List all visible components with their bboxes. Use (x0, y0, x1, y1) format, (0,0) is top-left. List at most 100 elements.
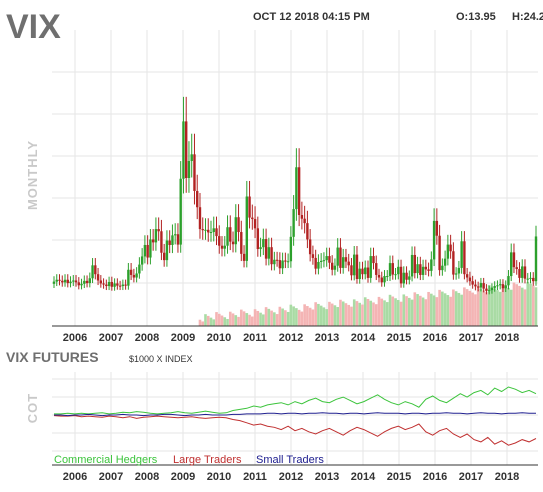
candle-body (121, 284, 125, 287)
candle-body (193, 154, 196, 191)
candle-body (196, 190, 199, 208)
candle-body (534, 236, 538, 282)
candle-body (66, 279, 69, 284)
volume-bar (262, 314, 265, 326)
price-gridlines (52, 30, 538, 326)
volume-bar (493, 288, 496, 326)
candle-body (113, 283, 116, 287)
candle-body (529, 277, 532, 279)
volume-bar (308, 307, 312, 326)
price-x-ticks: 2006 2007 2008 2009 2010 2011 2012 2013 2014 2015… (63, 332, 519, 344)
price-y-label: MONTHLY (25, 140, 40, 210)
volume-bar (419, 295, 422, 326)
volume-bar (223, 317, 227, 326)
candle-body (138, 264, 141, 274)
candle-body (292, 209, 295, 237)
candle-body (317, 261, 320, 269)
x-tick-label: 2011 (243, 471, 267, 483)
volume-bar (341, 301, 345, 326)
volume-bar (361, 304, 364, 326)
candle-body (330, 262, 334, 270)
volume-bar (402, 294, 406, 326)
candle-body (118, 285, 122, 287)
x-tick-label: 2007 (99, 332, 123, 344)
candle-body (391, 263, 394, 275)
volume-bar (396, 299, 400, 326)
candle-body (55, 279, 58, 282)
candle-body (463, 241, 466, 275)
candle-body (251, 217, 254, 220)
volume-bar (526, 282, 530, 326)
candle-body (476, 286, 480, 288)
volume-bar (204, 314, 207, 326)
candle-body (149, 239, 152, 258)
volume-bar (388, 294, 392, 326)
volume-bar (534, 287, 538, 326)
candle-body (248, 196, 251, 218)
volume-bar (474, 294, 477, 326)
x-tick-label: 2006 (63, 471, 87, 483)
volume-bar (457, 292, 461, 326)
volume-bar (264, 307, 268, 326)
volume-bar (441, 291, 444, 326)
volume-bar (330, 303, 334, 326)
candle-body (176, 234, 180, 245)
candle-body (364, 267, 367, 275)
volume-bar (355, 301, 359, 326)
candle-body (372, 256, 375, 264)
volume-bar (209, 317, 213, 326)
volume-bar (303, 304, 306, 326)
volume-bar (297, 309, 301, 326)
volume-bar (394, 298, 397, 326)
volume-bar (432, 295, 436, 326)
volume-bar (239, 309, 243, 326)
volume-bar (339, 299, 342, 326)
volume-bar (275, 314, 279, 326)
candle-body (353, 254, 356, 276)
volume-bar (416, 294, 419, 326)
volume-bar (427, 291, 430, 326)
x-tick-label: 2012 (279, 332, 303, 344)
volume-bar (314, 302, 317, 326)
volume-bar (496, 290, 499, 326)
high-value: H:24.2 (512, 11, 543, 23)
candle-body (63, 279, 67, 283)
candle-body (237, 217, 240, 233)
volume-bar (206, 315, 210, 326)
candle-body (526, 278, 529, 280)
volume-bar (399, 301, 403, 326)
candle-body (457, 267, 461, 274)
x-tick-label: 2015 (387, 332, 411, 344)
volume-bar (471, 292, 474, 326)
cot-lines (53, 386, 537, 446)
volume-bar (424, 299, 428, 326)
volume-bar (292, 306, 295, 326)
candle-body (146, 244, 149, 258)
candle-body (498, 284, 502, 286)
candle-body (328, 256, 331, 263)
candle-body (94, 265, 97, 275)
volume-bar (487, 284, 491, 326)
volume-bar (515, 284, 519, 326)
volume-bar (507, 288, 510, 326)
candle-body (454, 273, 458, 275)
volume-bar (485, 292, 488, 326)
candle-body (322, 260, 326, 262)
x-tick-label: 2008 (135, 471, 159, 483)
futures-subtitle: $1000 X INDEX (129, 354, 193, 364)
volume-bar (468, 290, 472, 326)
candle-body (262, 239, 265, 248)
candle-body (129, 269, 133, 275)
candle-body (212, 228, 215, 233)
volume-bar (215, 312, 218, 326)
candle-body (510, 252, 513, 277)
volume-bar (228, 311, 232, 326)
volume-bar (281, 308, 284, 326)
candle-body (333, 265, 337, 270)
candle-body (350, 265, 353, 276)
candle-body (308, 239, 312, 255)
volume-bar (344, 303, 348, 326)
candle-body (220, 245, 224, 249)
candle-body (443, 258, 447, 266)
